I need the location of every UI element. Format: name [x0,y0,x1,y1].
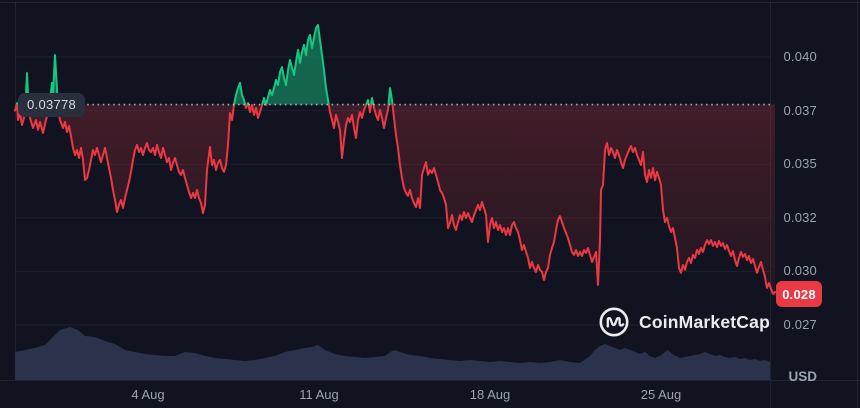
y-axis-tick: 0.040 [783,49,817,64]
period-open-price-label: 0.03778 [18,93,86,117]
y-axis-unit-label: USD [788,369,817,384]
current-price-value: 0.028 [782,286,816,302]
current-price-badge: 0.028 [776,281,822,307]
period-open-price-value: 0.03778 [27,97,77,112]
y-axis-tick: 0.032 [783,210,817,225]
y-axis-tick: 0.037 [783,103,817,118]
coinmarketcap-logo-icon [599,307,629,337]
y-axis-tick: 0.030 [783,263,817,278]
x-axis-tick: 25 Aug [640,387,682,402]
y-axis-tick: 0.035 [783,156,817,171]
x-axis-tick: 4 Aug [131,387,165,402]
watermark-text: CoinMarketCap [639,311,770,332]
x-axis-tick: 11 Aug [299,387,339,402]
y-axis-tick: 0.027 [783,317,817,332]
coinmarketcap-watermark: CoinMarketCap [598,306,770,338]
x-axis-tick: 18 Aug [469,387,511,402]
